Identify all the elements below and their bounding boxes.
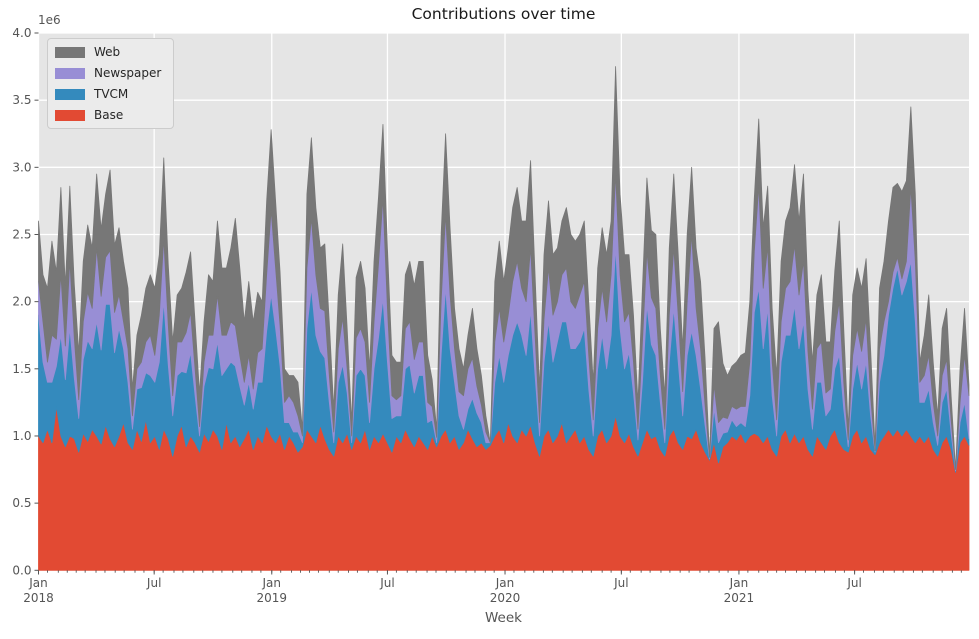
legend-swatch xyxy=(55,88,85,100)
x-tick-label: Jan xyxy=(28,576,48,590)
legend-item-base: Base xyxy=(55,108,161,122)
y-tick-label: 1.5 xyxy=(12,362,31,376)
x-tick-label: Jan xyxy=(262,576,282,590)
x-tick-year-label: 2020 xyxy=(490,591,521,605)
y-axis-offset-label: 1e6 xyxy=(38,13,61,27)
x-tick-year-label: 2019 xyxy=(256,591,287,605)
legend: Web Newspaper TVCM Base xyxy=(47,38,175,129)
x-tick-year-label: 2021 xyxy=(724,591,755,605)
x-tick-label: Jul xyxy=(846,576,861,590)
legend-label: Base xyxy=(94,108,124,122)
chart-title: Contributions over time xyxy=(411,5,596,23)
y-tick-label: 2.5 xyxy=(12,227,31,241)
legend-item-tvcm: TVCM xyxy=(55,87,161,101)
y-tick-label: 3.0 xyxy=(12,160,31,174)
y-tick-label: 1.0 xyxy=(12,429,31,443)
legend-label: TVCM xyxy=(94,87,129,101)
legend-label: Web xyxy=(94,45,121,59)
x-axis-label: Week xyxy=(485,610,522,626)
legend-label: Newspaper xyxy=(94,66,162,80)
x-tick-label: Jan xyxy=(729,576,749,590)
y-tick-label: 0.0 xyxy=(12,563,31,577)
legend-swatch xyxy=(55,67,85,79)
y-tick-label: 0.5 xyxy=(12,496,31,510)
legend-swatch xyxy=(55,109,85,121)
area-web xyxy=(38,66,970,470)
legend-item-newspaper: Newspaper xyxy=(55,66,161,80)
x-tick-year-label: 2018 xyxy=(23,591,54,605)
x-tick-label: Jan xyxy=(495,576,515,590)
x-tick-label: Jul xyxy=(146,576,161,590)
y-tick-label: 3.5 xyxy=(12,93,31,107)
x-tick-label: Jul xyxy=(613,576,628,590)
legend-item-web: Web xyxy=(55,45,161,59)
y-tick-label: 4.0 xyxy=(12,26,31,40)
y-tick-label: 2.0 xyxy=(12,295,31,309)
x-tick-label: Jul xyxy=(379,576,394,590)
legend-swatch xyxy=(55,46,85,58)
